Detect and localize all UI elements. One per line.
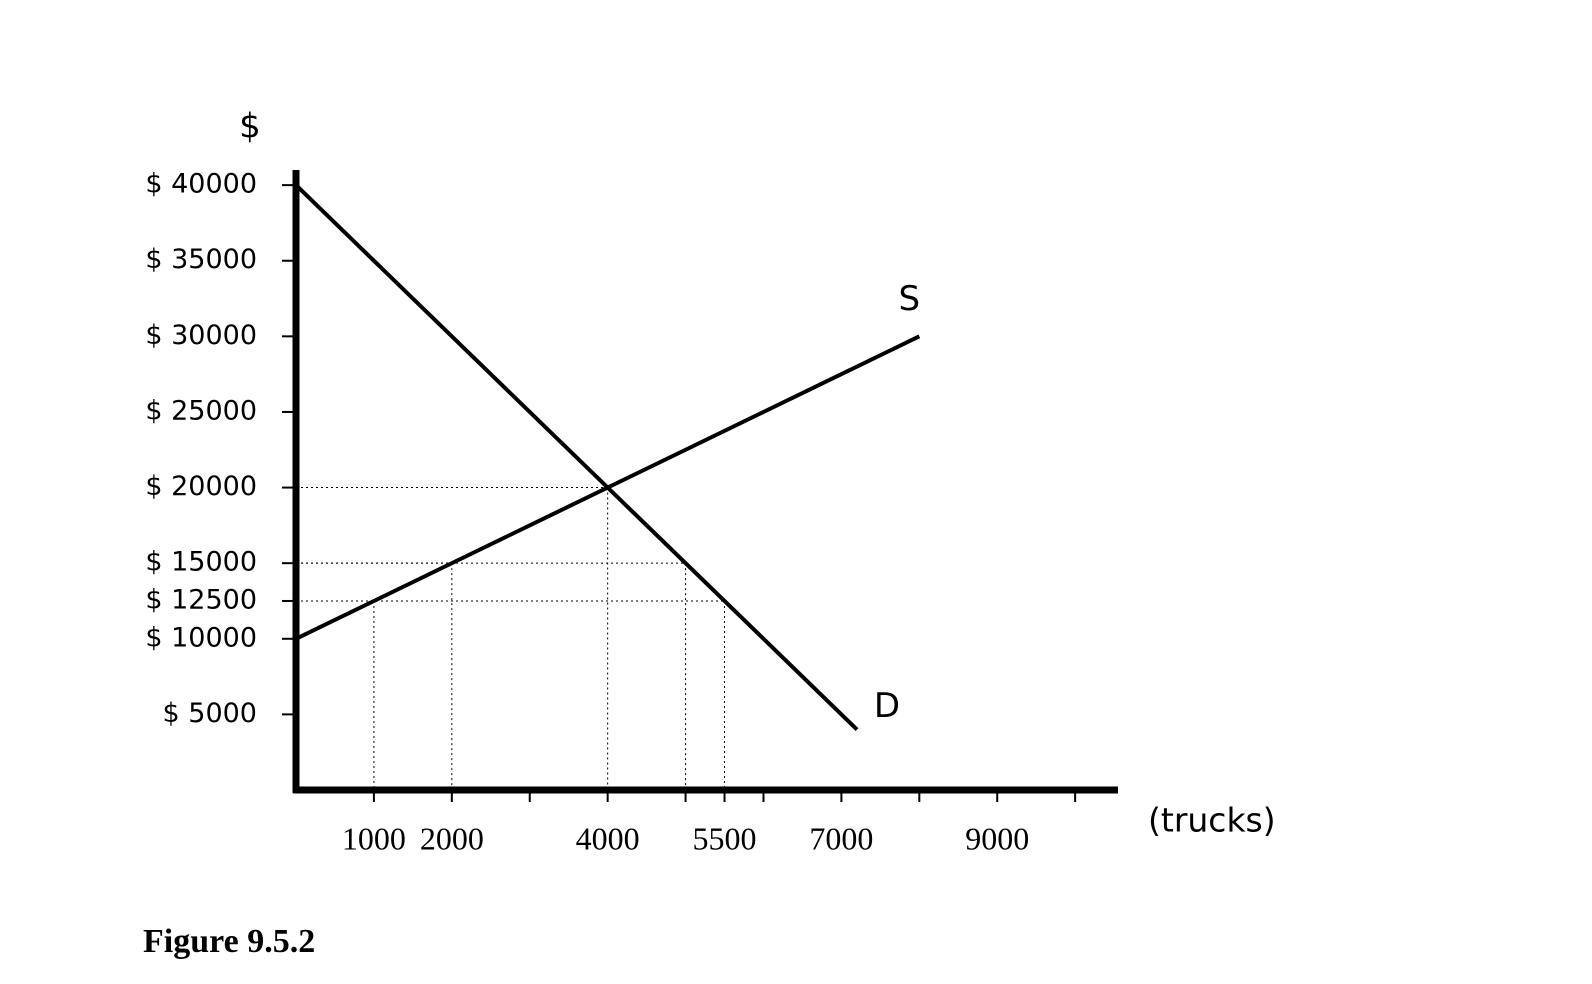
x-tick-label: 1000 bbox=[342, 820, 406, 856]
y-tick-label: $ 35000 bbox=[145, 244, 257, 275]
x-tick-label: 5500 bbox=[693, 820, 757, 856]
x-tick-label: 9000 bbox=[965, 820, 1029, 856]
y-tick-label: $ 12500 bbox=[145, 584, 257, 615]
curve bbox=[294, 183, 859, 731]
y-tick-label: $ 20000 bbox=[145, 471, 257, 502]
x-tick-label: 4000 bbox=[576, 820, 640, 856]
caption: Figure 9.5.2 bbox=[143, 923, 315, 960]
y-tick-label: $ 30000 bbox=[145, 320, 257, 351]
x-tick-label: 2000 bbox=[420, 820, 484, 856]
y-axis-label: $ bbox=[239, 107, 261, 147]
y-tick-label: $ 15000 bbox=[145, 547, 257, 578]
y-tick-label: $ 10000 bbox=[145, 622, 257, 653]
y-tick-label: $ 40000 bbox=[145, 169, 257, 200]
x-tick-label: 7000 bbox=[809, 820, 873, 856]
y-tick-label: $ 25000 bbox=[145, 395, 257, 426]
curve-label: S bbox=[899, 279, 921, 319]
curve-label: D bbox=[874, 686, 900, 726]
x-axis-label: (trucks) bbox=[1148, 801, 1276, 840]
curve bbox=[295, 334, 921, 641]
y-tick-label: $ 5000 bbox=[163, 698, 257, 729]
